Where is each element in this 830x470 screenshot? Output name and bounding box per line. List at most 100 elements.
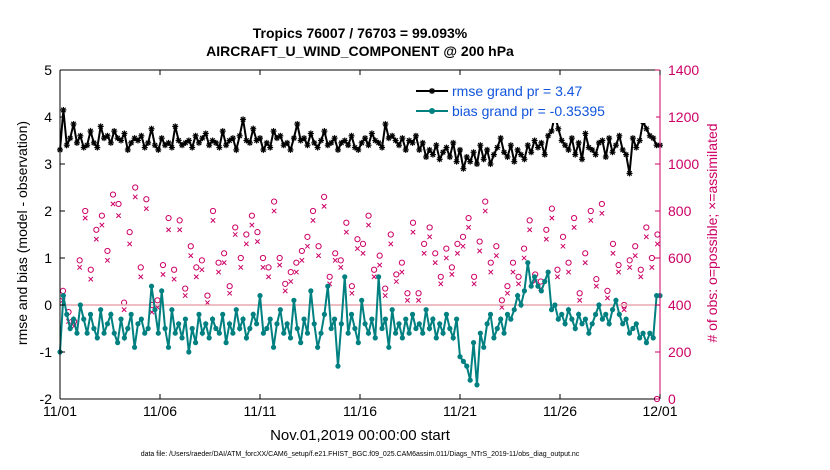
rmse-point (467, 158, 474, 165)
rmse-point (572, 151, 579, 158)
obs-possible-marker (271, 198, 278, 205)
obs-possible-marker (332, 250, 339, 257)
bias-point (335, 363, 341, 369)
y-right-tick-label: 1200 (668, 109, 699, 125)
bias-point (576, 311, 582, 317)
bias-point (365, 330, 372, 336)
obs-assimilated-marker (299, 257, 305, 263)
rmse-point (121, 130, 128, 137)
rmse-point (399, 135, 406, 142)
bias-point (637, 335, 643, 341)
obs-possible-marker (371, 266, 378, 273)
rmse-point (162, 142, 169, 149)
bias-point (74, 330, 80, 336)
obs-possible-marker (159, 261, 167, 269)
bias-point (162, 325, 168, 332)
bias-point (494, 325, 500, 332)
bias-point (125, 325, 131, 332)
obs-possible-marker (498, 297, 505, 304)
bias-point (94, 335, 100, 341)
rmse-point (368, 130, 375, 137)
rmse-point (111, 128, 118, 135)
bias-point (633, 321, 639, 327)
bias-point (437, 321, 443, 327)
rmse-point (629, 135, 636, 142)
rmse-point (318, 137, 325, 144)
obs-possible-marker (132, 184, 139, 191)
obs-assimilated-marker (338, 264, 344, 270)
obs-possible-marker (443, 245, 450, 252)
rmse-point (616, 132, 623, 139)
rmse-point (518, 151, 525, 158)
obs-possible-marker (365, 212, 372, 219)
rmse-point (650, 135, 657, 142)
bias-point (569, 316, 575, 322)
bias-point (579, 321, 585, 327)
bias-point (626, 330, 633, 336)
obs-assimilated-marker (593, 283, 599, 289)
obs-possible-marker (376, 252, 383, 259)
bias-point (379, 325, 385, 332)
obs-assimilated-marker (160, 271, 166, 278)
bias-point (267, 316, 273, 322)
bias-point (148, 283, 155, 289)
rmse-point (436, 156, 443, 163)
obs-assimilated-marker (488, 269, 494, 275)
rmse-point (311, 139, 318, 146)
bias-point (270, 344, 277, 350)
rmse-point (623, 151, 630, 158)
obs-assimilated-marker (477, 248, 483, 254)
obs-possible-marker (215, 259, 222, 266)
bias-point (616, 311, 622, 317)
rmse-point (260, 146, 267, 153)
obs-assimilated-marker (604, 295, 610, 301)
obs-possible-marker (76, 257, 83, 264)
obs-possible-marker (587, 207, 594, 215)
bias-point (542, 278, 548, 285)
bias-point (128, 311, 134, 317)
obs-possible-marker (226, 283, 233, 290)
obs-assimilated-marker (649, 264, 655, 270)
obs-assimilated-marker (166, 227, 172, 233)
bias-point (233, 307, 239, 313)
obs-possible-marker (576, 290, 583, 297)
obs-assimilated-marker (310, 217, 316, 223)
bias-point (304, 330, 311, 336)
obs-assimilated-marker (193, 274, 199, 280)
bias-point (101, 330, 107, 336)
legend-label: bias grand pr = -0.35395 (452, 103, 605, 119)
obs-assimilated-marker (354, 246, 360, 252)
obs-possible-marker (632, 243, 639, 250)
obs-assimilated-marker (127, 241, 133, 247)
obs-possible-marker (493, 243, 500, 250)
rmse-point (538, 139, 545, 146)
rmse-point (589, 146, 596, 153)
bias-point (586, 330, 592, 336)
rmse-point (521, 156, 528, 163)
y-tick-label: 3 (44, 156, 52, 172)
rmse-point (480, 156, 487, 163)
bias-point (220, 311, 226, 317)
obs-possible-marker (287, 269, 294, 276)
obs-assimilated-marker (543, 236, 549, 242)
bias-point (189, 325, 195, 332)
obs-possible-marker (415, 290, 422, 297)
obs-assimilated-marker (421, 250, 427, 256)
rmse-point (457, 146, 463, 153)
bias-point (277, 307, 283, 313)
rmse-point (168, 144, 175, 151)
rmse-point (328, 139, 335, 146)
rmse-point (270, 128, 277, 135)
obs-possible-marker (559, 233, 567, 240)
bias-point (555, 316, 561, 322)
obs-assimilated-marker (449, 271, 455, 278)
bias-point (111, 330, 117, 336)
obs-assimilated-marker (182, 293, 188, 299)
obs-assimilated-marker (304, 243, 310, 249)
bias-point (203, 321, 209, 327)
obs-possible-marker (459, 233, 467, 240)
bias-point (582, 316, 589, 322)
rmse-point (389, 132, 396, 139)
obs-assimilated-marker (99, 222, 105, 228)
obs-assimilated-marker (377, 262, 383, 268)
